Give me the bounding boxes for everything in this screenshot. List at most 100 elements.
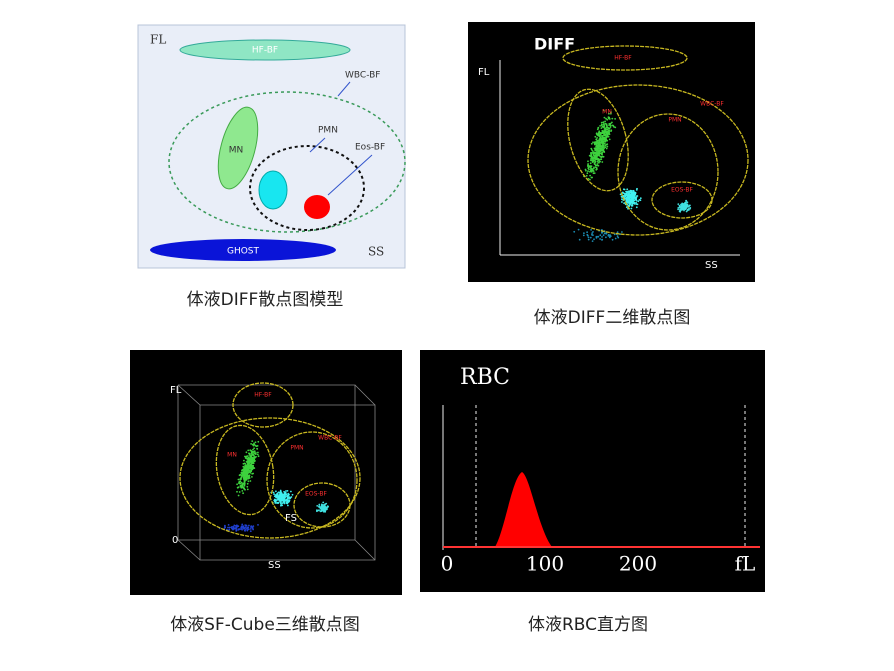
arrow bbox=[309, 137, 326, 153]
scatter-dot bbox=[316, 505, 319, 507]
scatter-dot bbox=[246, 463, 249, 466]
scatter-dot bbox=[625, 190, 627, 193]
scatter-dot bbox=[601, 148, 603, 151]
scatter-dot bbox=[597, 235, 600, 238]
scatter-dot bbox=[325, 502, 328, 505]
scatter-dot bbox=[632, 194, 634, 197]
scatter-dot bbox=[597, 146, 599, 149]
scatter-dot bbox=[623, 202, 625, 205]
scatter-dot bbox=[318, 503, 321, 506]
scatter-dot bbox=[613, 233, 616, 236]
scatter-dot bbox=[320, 508, 323, 511]
scatter-dot bbox=[599, 125, 601, 127]
scatter-dot bbox=[287, 497, 289, 500]
scatter-dot bbox=[573, 230, 576, 233]
scatter-dot bbox=[584, 168, 587, 171]
label: EOS-BF bbox=[305, 491, 327, 498]
scatter-dot bbox=[594, 135, 597, 138]
eos-gate bbox=[651, 181, 713, 219]
scatter-dot bbox=[316, 509, 318, 512]
scatter-dot bbox=[246, 488, 249, 491]
scatter-dot bbox=[241, 523, 244, 526]
scatter-dot bbox=[237, 478, 240, 481]
scatter-dot bbox=[630, 200, 633, 203]
scatter-dot bbox=[616, 231, 619, 234]
scatter-dot bbox=[594, 159, 596, 161]
scatter-dot bbox=[603, 129, 606, 132]
scatter-dot bbox=[589, 236, 592, 239]
caption: 体液DIFF二维散点图 bbox=[534, 308, 691, 328]
scatter-dot bbox=[274, 502, 277, 504]
scatter-dot bbox=[244, 466, 247, 469]
scatter-dot bbox=[240, 526, 243, 528]
scatter-dot bbox=[614, 118, 616, 120]
scatter-dot bbox=[244, 476, 247, 479]
mn-gate bbox=[215, 424, 275, 516]
scatter-dot bbox=[603, 232, 606, 235]
scatter-dot bbox=[602, 121, 605, 124]
scatter-dot bbox=[256, 447, 258, 450]
scatter-dot bbox=[279, 489, 282, 492]
scatter-dot bbox=[598, 130, 601, 133]
label: PMN bbox=[668, 117, 681, 124]
scatter-dot bbox=[324, 510, 327, 513]
scatter-dot bbox=[589, 174, 591, 177]
scatter-dot bbox=[256, 453, 259, 456]
scatter-dot bbox=[685, 199, 687, 202]
scatter-dot bbox=[627, 193, 629, 196]
scatter-dot bbox=[632, 202, 635, 204]
pmn-gate bbox=[266, 431, 358, 529]
scatter-dot bbox=[281, 504, 284, 507]
wbc-region bbox=[168, 91, 406, 233]
scatter-dot bbox=[239, 485, 242, 487]
scatter-dot bbox=[686, 206, 688, 208]
scatter-dot bbox=[244, 473, 247, 475]
scatter-dot bbox=[237, 528, 240, 531]
scatter-dot bbox=[240, 476, 243, 479]
scatter-dot bbox=[689, 207, 692, 209]
scatter-dot bbox=[286, 502, 289, 504]
scatter-dot bbox=[610, 124, 612, 127]
ghost-region bbox=[150, 239, 336, 261]
scatter-dot bbox=[257, 455, 260, 458]
scatter-dot bbox=[608, 138, 611, 141]
scatter-dot bbox=[591, 168, 594, 171]
scatter-dot bbox=[242, 472, 245, 474]
scatter-dot bbox=[588, 165, 591, 168]
scatter-dot bbox=[241, 528, 244, 531]
panel-model: FL HF-BF WBC-BF PMN Eos-BF MN GHOST SS 体… bbox=[137, 24, 406, 310]
scatter-dot bbox=[611, 117, 614, 120]
scatter-dot bbox=[634, 198, 637, 200]
scatter-dot bbox=[232, 526, 235, 529]
scatter-dot bbox=[608, 127, 611, 130]
scatter-dot bbox=[285, 490, 287, 492]
scatter-dot bbox=[590, 167, 592, 170]
scatter-dot bbox=[224, 524, 226, 527]
scatter-dot bbox=[594, 160, 597, 163]
scatter-dot bbox=[602, 109, 605, 112]
scatter-dot bbox=[590, 153, 593, 156]
scatter-dot bbox=[289, 497, 292, 499]
scatter-dot bbox=[602, 234, 605, 237]
scatter-dot bbox=[241, 469, 244, 471]
scatter-dot bbox=[630, 196, 632, 199]
scatter-dot bbox=[587, 177, 590, 180]
scatter-dot bbox=[324, 508, 327, 511]
scatter-dot bbox=[605, 232, 608, 235]
scatter-dot bbox=[605, 126, 608, 129]
pmn-region bbox=[249, 145, 365, 231]
scatter-dot bbox=[253, 447, 256, 450]
scatter-dot bbox=[683, 207, 686, 210]
scatter-dot bbox=[685, 210, 688, 213]
scatter-dot bbox=[686, 208, 689, 211]
scatter-dot bbox=[593, 157, 596, 160]
scatter-dot bbox=[600, 140, 603, 143]
scatter-dot bbox=[291, 493, 294, 496]
scatter-dot bbox=[600, 123, 603, 126]
scatter-dot bbox=[605, 117, 607, 120]
label: WBC-BF bbox=[318, 435, 342, 442]
scatter-dot bbox=[602, 123, 605, 125]
scatter-dot bbox=[601, 231, 604, 234]
scatter-dot bbox=[325, 507, 327, 510]
